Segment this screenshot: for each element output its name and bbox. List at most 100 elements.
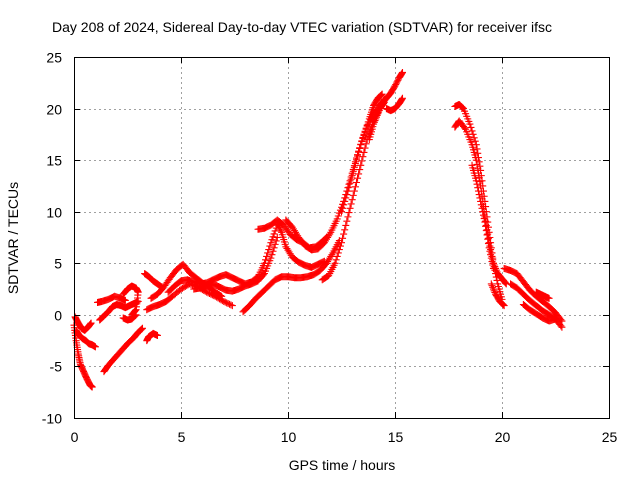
data-point — [227, 301, 235, 309]
data-point — [275, 224, 283, 232]
data-point — [87, 319, 95, 327]
data-point — [350, 187, 358, 195]
data-point — [342, 194, 350, 202]
data-point — [484, 235, 492, 243]
data-point — [138, 325, 146, 333]
data-point — [472, 177, 480, 185]
data-point — [359, 153, 367, 161]
series-arc-16 — [273, 219, 328, 271]
data-point — [552, 315, 559, 323]
data-point — [488, 282, 496, 290]
data-point — [338, 239, 345, 247]
data-point — [458, 103, 466, 111]
series-arc-14 — [190, 234, 281, 295]
data-point — [341, 197, 349, 205]
series-arc-28 — [507, 280, 566, 331]
data-point — [467, 123, 475, 131]
data-point — [493, 276, 501, 284]
data-point — [269, 233, 277, 241]
data-point — [545, 294, 553, 302]
x-tick-label: 0 — [71, 429, 79, 445]
data-point — [373, 111, 381, 119]
data-point — [346, 179, 354, 187]
data-point — [377, 103, 385, 111]
data-point — [91, 343, 99, 351]
data-point — [335, 246, 343, 254]
data-point — [479, 208, 487, 216]
series-arc-3 — [72, 326, 99, 351]
data-point — [487, 254, 495, 262]
data-point — [267, 239, 275, 247]
data-point — [377, 92, 385, 100]
data-point — [499, 301, 507, 309]
data-point — [357, 141, 365, 149]
data-point — [477, 197, 485, 205]
data-point — [370, 120, 378, 128]
y-tick-label: 25 — [46, 50, 62, 66]
series-arc-25 — [468, 161, 497, 272]
data-point — [499, 300, 507, 308]
data-point — [362, 140, 370, 148]
data-point — [343, 191, 351, 199]
x-tick-label: 15 — [388, 429, 404, 445]
data-point — [342, 221, 350, 229]
data-point — [557, 322, 565, 330]
data-point — [378, 90, 386, 98]
data-point — [487, 251, 495, 259]
data-point — [470, 134, 478, 142]
data-point — [374, 110, 382, 118]
data-point — [276, 225, 284, 233]
series-arc-2 — [71, 313, 95, 334]
data-point — [479, 211, 487, 219]
data-point — [375, 106, 383, 114]
series-arc-29 — [519, 301, 559, 325]
data-markers-layer — [70, 68, 566, 391]
data-point — [459, 104, 467, 112]
series-arc-22 — [382, 94, 406, 115]
y-tick-label: -10 — [42, 411, 62, 427]
data-point — [268, 236, 276, 244]
data-point — [502, 279, 510, 287]
series-arc-9 — [143, 329, 161, 345]
data-point — [355, 148, 363, 156]
data-point — [331, 259, 339, 267]
data-point — [228, 302, 236, 310]
data-point — [336, 242, 344, 250]
data-point — [461, 124, 469, 132]
data-point — [271, 240, 279, 248]
data-point — [357, 161, 365, 169]
data-point — [558, 323, 566, 331]
series-arc-7 — [119, 282, 142, 319]
grid-layer — [74, 57, 609, 418]
data-point — [487, 280, 495, 288]
data-point — [338, 208, 345, 216]
data-point — [265, 246, 273, 254]
data-point — [269, 247, 277, 255]
x-tick-label: 5 — [178, 429, 186, 445]
data-point — [398, 94, 406, 102]
data-point — [262, 256, 270, 264]
data-point — [352, 156, 360, 164]
series-arc-26 — [487, 280, 508, 310]
y-tick-label: 5 — [54, 256, 62, 272]
data-point — [343, 217, 351, 225]
data-point — [334, 249, 342, 257]
data-point — [354, 174, 362, 182]
data-point — [488, 258, 496, 266]
data-point — [347, 200, 355, 208]
y-tick-label: 10 — [46, 205, 62, 221]
y-axis-label: SDTVAR / TECUs — [5, 182, 21, 294]
data-point — [88, 383, 96, 391]
data-point — [121, 296, 129, 304]
data-point — [372, 113, 380, 121]
data-point — [474, 184, 482, 192]
data-point — [480, 215, 488, 223]
series-arc-30 — [532, 288, 553, 302]
data-point — [354, 152, 362, 160]
data-point — [481, 218, 489, 226]
data-point — [217, 292, 225, 300]
data-point — [473, 160, 481, 168]
data-point — [272, 237, 280, 245]
data-point — [473, 180, 481, 188]
